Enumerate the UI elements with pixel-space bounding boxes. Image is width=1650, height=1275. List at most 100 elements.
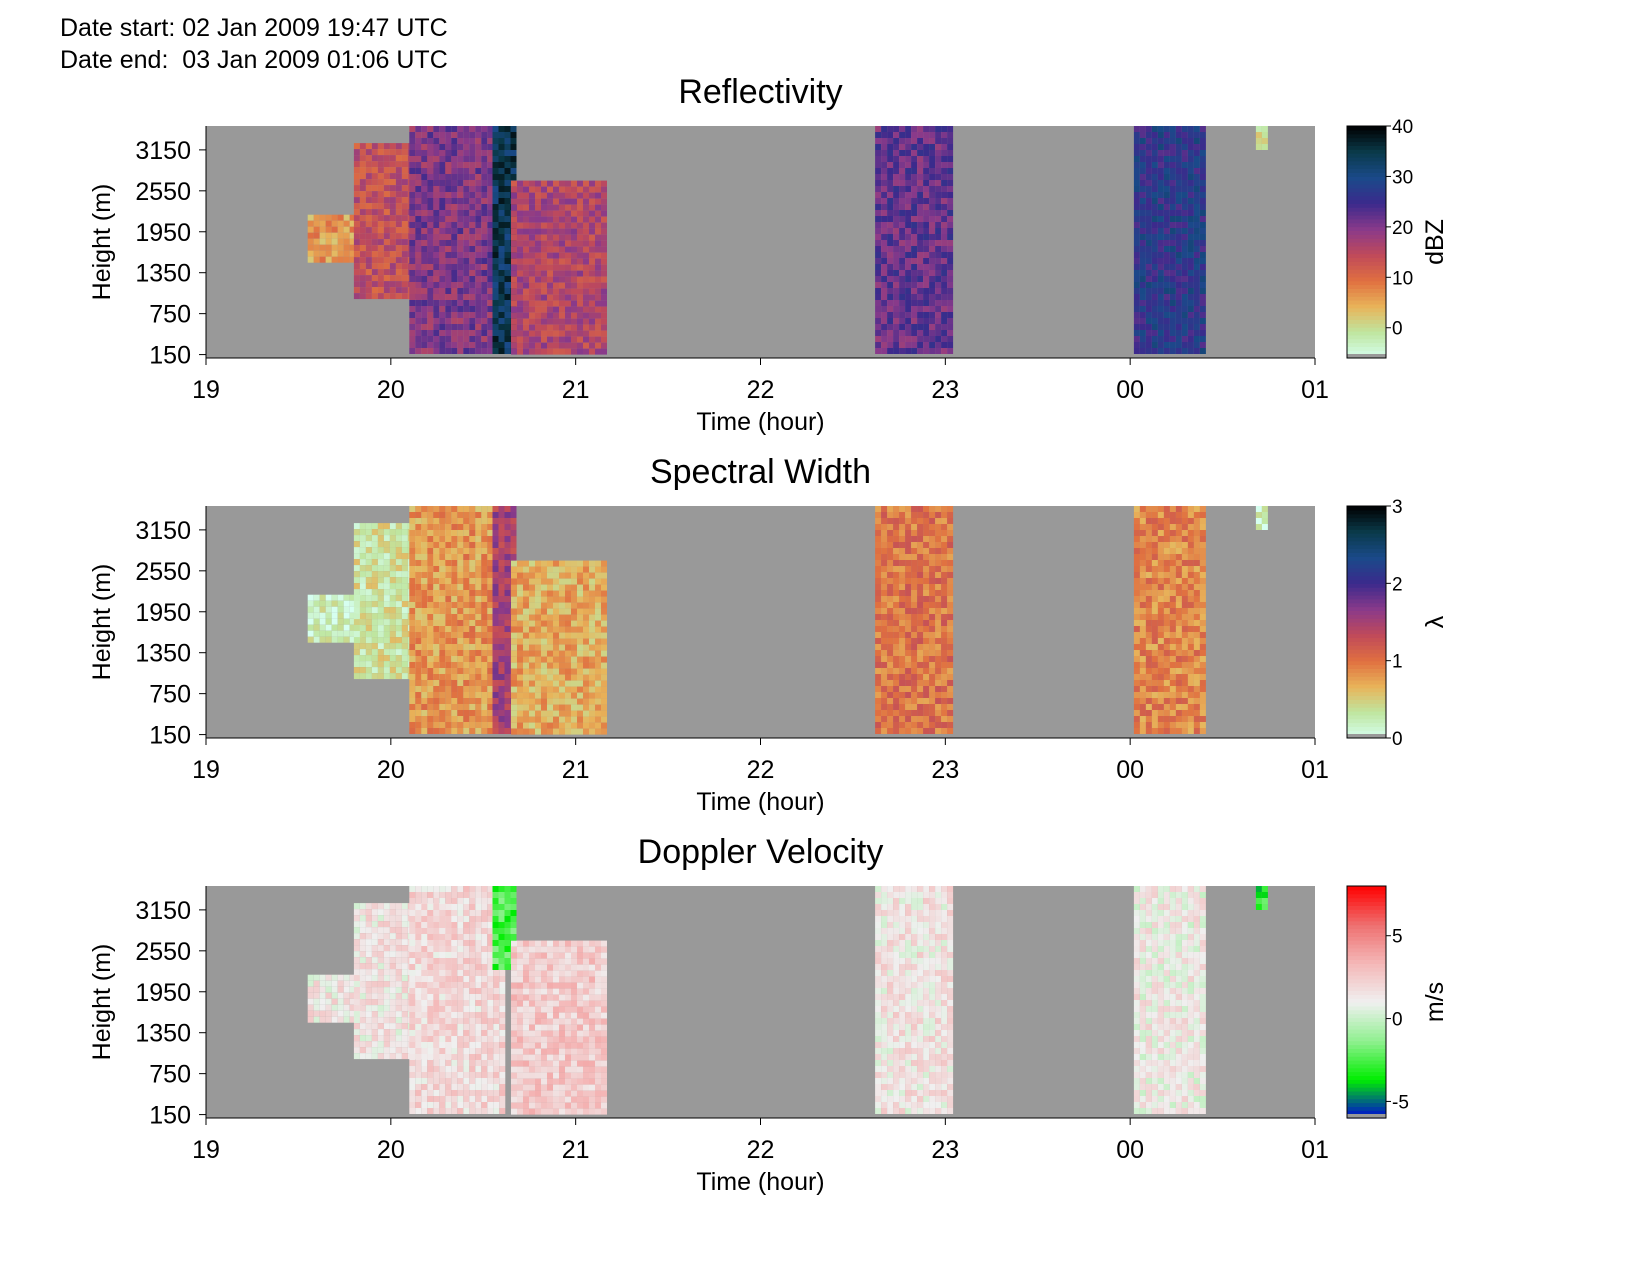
echo-cell — [433, 716, 440, 722]
echo-cell — [475, 590, 482, 596]
echo-cell — [511, 258, 517, 265]
echo-cell — [349, 214, 356, 221]
echo-cell — [589, 234, 595, 241]
echo-cell — [941, 650, 948, 656]
echo-cell — [475, 512, 482, 518]
echo-cell — [1175, 204, 1182, 210]
echo-cell — [601, 590, 607, 597]
x-tick-label: 20 — [377, 376, 405, 404]
echo-cell — [881, 168, 888, 174]
echo-cell — [401, 649, 408, 656]
echo-cell — [389, 607, 396, 614]
echo-cell — [523, 222, 529, 229]
echo-cell — [325, 220, 332, 227]
echo-cell — [535, 276, 541, 283]
echo-cell — [1199, 162, 1206, 168]
echo-cell — [893, 524, 900, 530]
echo-cell — [565, 204, 571, 211]
echo-cell — [947, 312, 954, 318]
echo-cell — [887, 132, 894, 138]
echo-cell — [529, 258, 535, 265]
echo-cell — [451, 192, 458, 198]
echo-cell — [1151, 162, 1158, 168]
echo-cell — [917, 228, 924, 234]
echo-cell — [905, 138, 912, 144]
echo-cell — [353, 643, 360, 650]
echo-cell — [881, 270, 888, 276]
echo-cell — [917, 258, 924, 264]
echo-cell — [383, 589, 390, 596]
echo-cell — [1199, 318, 1206, 324]
echo-cell — [583, 240, 589, 247]
echo-cell — [941, 560, 948, 566]
echo-cell — [492, 234, 499, 240]
echo-cell — [457, 554, 464, 560]
echo-cell — [1157, 336, 1164, 342]
echo-cell — [929, 518, 936, 524]
echo-cell — [487, 572, 494, 578]
echo-cell — [415, 626, 422, 632]
echo-cell — [487, 138, 494, 144]
echo-cell — [947, 282, 954, 288]
echo-cell — [899, 330, 906, 336]
colorbar-segment — [1347, 153, 1386, 158]
echo-cell — [421, 626, 428, 632]
echo-cell — [409, 692, 416, 698]
echo-cell — [463, 662, 470, 668]
echo-cell — [383, 185, 390, 192]
echo-cell — [469, 662, 476, 668]
echo-cell — [935, 596, 942, 602]
echo-cell — [565, 626, 571, 633]
echo-cell — [481, 216, 488, 222]
echo-cell — [911, 294, 918, 300]
echo-cell — [359, 197, 366, 204]
echo-cell — [517, 186, 523, 193]
echo-cell — [923, 144, 930, 150]
echo-cell — [481, 282, 488, 288]
echo-cell — [583, 560, 589, 567]
echo-cell — [451, 614, 458, 620]
echo-cell — [887, 216, 894, 222]
echo-cell — [389, 643, 396, 650]
echo-cell — [535, 704, 541, 711]
echo-cell — [389, 155, 396, 162]
echo-cell — [498, 668, 505, 674]
echo-cell — [498, 348, 505, 354]
echo-cell — [445, 536, 452, 542]
echo-cell — [941, 596, 948, 602]
echo-cell — [905, 300, 912, 306]
echo-cell — [475, 144, 482, 150]
echo-cell — [457, 668, 464, 674]
echo-cell — [439, 578, 446, 584]
echo-cell — [529, 584, 535, 591]
echo-cell — [541, 282, 547, 289]
echo-cell — [451, 572, 458, 578]
echo-cell — [469, 596, 476, 602]
echo-cell — [463, 348, 470, 354]
echo-cell — [409, 306, 416, 312]
echo-cell — [389, 535, 396, 542]
echo-cell — [583, 638, 589, 645]
echo-cell — [595, 192, 601, 199]
echo-cell — [415, 192, 422, 198]
echo-cell — [463, 644, 470, 650]
echo-cell — [1193, 210, 1200, 216]
echo-cell — [1181, 312, 1188, 318]
echo-cell — [529, 674, 535, 681]
echo-cell — [439, 234, 446, 240]
echo-cell — [565, 264, 571, 271]
echo-cell — [875, 524, 882, 530]
echo-cell — [899, 680, 906, 686]
echo-cell — [1163, 210, 1170, 216]
echo-cell — [929, 632, 936, 638]
echo-cell — [498, 626, 505, 632]
echo-cell — [923, 318, 930, 324]
echo-cell — [439, 728, 446, 734]
echo-cell — [553, 318, 559, 325]
echo-cell — [511, 638, 517, 645]
echo-cell — [589, 336, 595, 343]
echo-cell — [457, 650, 464, 656]
echo-cell — [899, 246, 906, 252]
echo-cell — [541, 626, 547, 633]
echo-cell — [577, 318, 583, 325]
